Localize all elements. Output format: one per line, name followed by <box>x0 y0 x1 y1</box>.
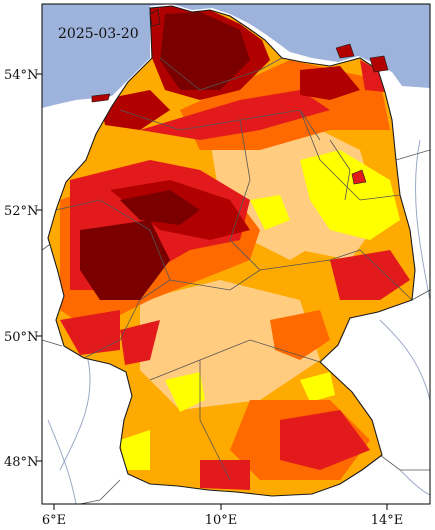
state-borders <box>55 57 413 481</box>
lat-tick-50: 50°N <box>4 330 38 345</box>
lat-tick-52: 52°N <box>4 204 38 219</box>
lon-tick-10: 10°E <box>205 513 238 528</box>
germany-border <box>47 5 416 497</box>
sea-area <box>42 4 430 108</box>
neighbour-borders <box>42 149 430 504</box>
lat-tick-48: 48°N <box>4 455 38 470</box>
islands <box>91 9 389 185</box>
date-label: 2025-03-20 <box>58 26 139 42</box>
map-frame-border <box>41 3 431 505</box>
tick-marks <box>36 73 388 510</box>
lon-tick-6: 6°E <box>42 513 66 528</box>
lat-tick-54: 54°N <box>4 68 38 83</box>
lon-tick-14: 14°E <box>371 513 404 528</box>
